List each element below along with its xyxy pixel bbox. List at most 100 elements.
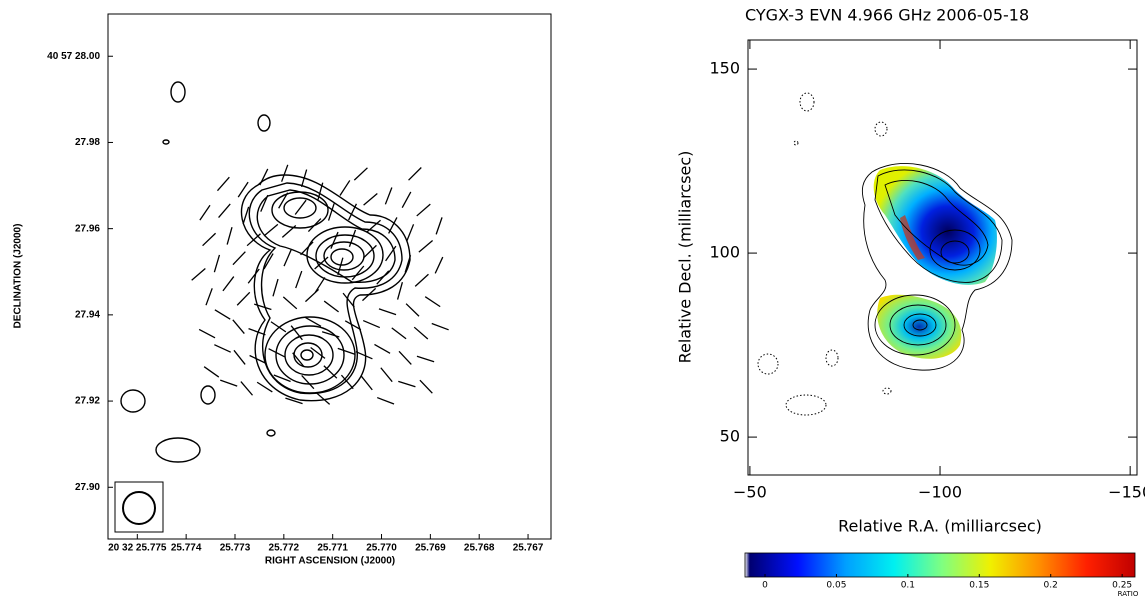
pol-vector [315,392,331,405]
x-tick-label: 25.768 [464,543,495,554]
pol-vector [232,251,246,266]
pol-vector [337,257,344,276]
pol-vector [295,270,303,289]
pol-vector [214,344,231,353]
pol-vector [385,245,397,262]
pol-vector [205,288,213,306]
pol-vector [310,346,326,359]
y-tick-label: 40 57 28.00 [47,51,100,62]
pol-vector [237,181,249,198]
pol-vector [323,300,339,313]
pol-vector [362,319,381,329]
pol-vector [270,321,287,333]
pol-vector [281,164,289,182]
y-tick-label: 27.90 [75,482,100,493]
x-tick-label: −100 [918,483,962,502]
pol-vector [213,254,221,273]
pol-vector [330,231,339,249]
colorbar-tick-label: 0 [762,581,768,591]
pol-vector [256,381,273,393]
pol-vector [314,277,326,293]
pol-vector [380,367,393,383]
beam-box [114,481,164,533]
pol-vector [327,203,335,221]
pol-vector [406,224,415,242]
pol-vector [300,241,314,256]
pol-vector [376,396,395,405]
colorbar-tick-label: 0.05 [826,581,846,591]
pol-vector [222,276,235,292]
x-tick-label: 25.769 [415,543,446,554]
pol-vector [304,316,322,327]
y-tick-label: 27.94 [75,310,100,321]
pol-vector [278,192,289,209]
x-tick-label: 25.774 [171,543,202,554]
pol-vector [323,365,338,379]
x-tick-label: 20 32 25.775 [108,543,167,554]
pol-vector [396,282,404,300]
pol-vector [337,347,356,355]
pol-vector [348,229,357,247]
pol-vector [353,167,368,181]
pol-vector [378,308,397,316]
pol-vector [273,374,291,383]
polarization-vectors [191,164,449,405]
colorbar-tick-label: 0.25 [1112,581,1132,591]
pol-vector [268,348,285,358]
pol-vector [263,223,279,237]
y-axis-label: Relative Decl. (milliarcsec) [676,151,695,364]
contours [120,81,411,463]
pol-vector [342,292,355,308]
y-tick-label: 50 [720,427,740,446]
x-axis-label: RIGHT ASCENSION (J2000) [265,556,395,567]
pol-vector [405,303,420,317]
pol-vector [434,256,444,274]
chart-title: CYGX-3 EVN 4.966 GHz 2006-05-18 [745,6,1029,25]
pol-vector [384,187,393,205]
pol-vector [376,270,390,285]
pol-vector [233,349,246,365]
pol-vector [259,168,269,186]
pol-vector [226,227,233,245]
pol-vector [260,194,269,212]
pol-vector [321,331,340,338]
pol-vector [398,350,412,365]
colorbar [744,552,1136,578]
pol-vector [249,354,267,364]
pol-vector [362,287,377,302]
x-tick-label: 25.773 [220,543,251,554]
pol-vector [214,309,231,320]
pol-vector [424,296,441,308]
pol-vector [404,255,412,273]
pol-vector [242,206,250,225]
pol-vector [360,375,373,391]
pol-vector [398,380,416,388]
y-tick-label: 150 [709,59,740,78]
plot-frame [747,39,1138,476]
pol-vector [351,265,365,281]
pol-vector [416,355,435,363]
pol-vector [363,193,378,206]
y-tick-label: 100 [709,243,740,262]
pol-vector [218,203,231,219]
plot-frame [107,13,552,540]
y-tick-label: 27.92 [75,396,100,407]
pol-vector [232,319,245,335]
pol-vector [314,256,329,270]
pol-vector [431,322,449,331]
colorbar-tick-label: 0.2 [1044,581,1058,591]
colorbar-tick-label: 0.15 [969,581,989,591]
x-tick-label: 25.771 [317,543,348,554]
pol-vector [408,167,422,181]
pol-vector [348,203,358,221]
pol-vector [340,374,354,390]
colorbar-tick-label: 0.1 [901,581,915,591]
pol-vector [285,397,303,405]
pol-vector [416,203,431,217]
pol-vector [248,328,266,336]
pol-vector [216,176,230,192]
contours [757,92,1013,416]
x-tick-label: 25.770 [366,543,397,554]
pol-vector [247,268,260,284]
x-tick-label: −150 [1108,483,1145,502]
